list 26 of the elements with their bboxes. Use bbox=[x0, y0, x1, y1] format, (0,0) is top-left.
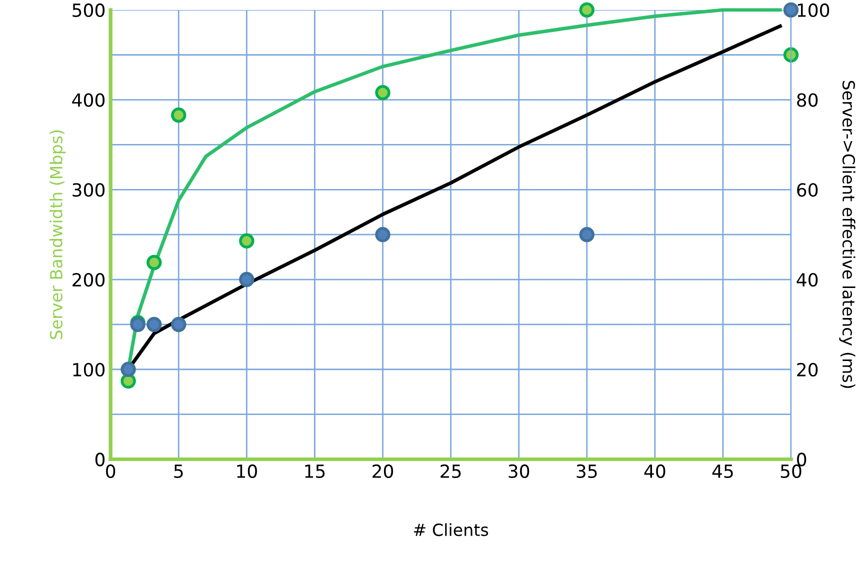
y-tick-label: 200 bbox=[72, 272, 105, 287]
x-axis-title: # Clients bbox=[414, 523, 488, 536]
y-tick-label: 400 bbox=[72, 93, 105, 107]
y-axis-title: Server Bandwidth (Mbps) bbox=[50, 130, 66, 340]
x-tick-label: 25 bbox=[440, 464, 461, 478]
y2-tick-label: 80 bbox=[797, 93, 818, 107]
x-tick-label: 30 bbox=[508, 464, 530, 478]
x-tick-label: 35 bbox=[576, 464, 597, 478]
y-tick-label: 0 bbox=[95, 452, 105, 466]
y-tick-label: 500 bbox=[72, 3, 105, 18]
y-tick-label: 100 bbox=[73, 362, 105, 376]
y2-tick-label: 20 bbox=[797, 362, 818, 376]
y2-tick-label: 60 bbox=[797, 183, 818, 197]
y2-tick-label: 0 bbox=[797, 452, 806, 466]
x-tick-label: 15 bbox=[305, 464, 325, 478]
y2-tick-label: 100 bbox=[798, 3, 830, 18]
y-tick-label: 300 bbox=[72, 183, 105, 197]
x-tick-label: 45 bbox=[712, 464, 733, 478]
x-tick-label: 5 bbox=[174, 464, 183, 478]
y2-tick-label: 40 bbox=[796, 272, 818, 287]
y2-axis-title: Server->Client effective latency (ms) bbox=[839, 80, 856, 388]
x-tick-label: 10 bbox=[237, 464, 257, 478]
x-tick-label: 40 bbox=[644, 464, 666, 478]
x-tick-label: 20 bbox=[372, 464, 394, 478]
x-tick-label: 0 bbox=[106, 464, 116, 478]
x-tick-label: 50 bbox=[780, 464, 802, 478]
